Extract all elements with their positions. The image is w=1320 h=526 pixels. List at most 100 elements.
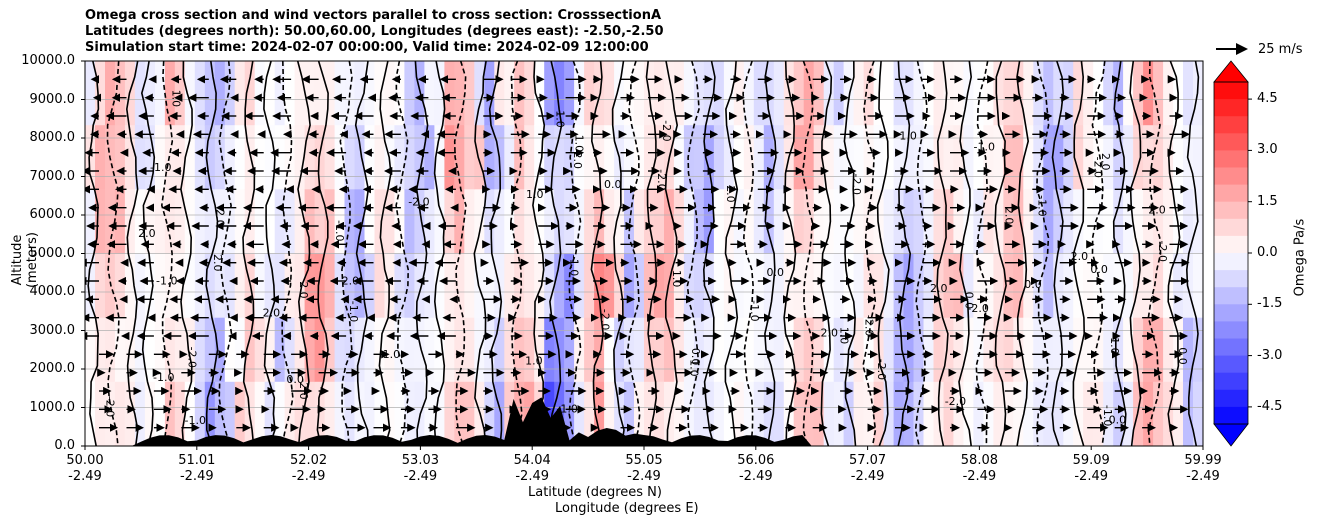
contour-line [510,61,523,446]
contour-line [975,61,989,446]
omega-cell [294,125,306,190]
omega-cell [1193,317,1203,383]
omega-cell [594,189,605,255]
omega-cell [883,317,895,383]
omega-cell [683,125,695,190]
omega-cell [194,61,206,126]
omega-cell [474,125,485,190]
omega-cell [464,189,475,255]
contour-line [568,61,582,446]
omega-cell [1123,189,1134,255]
x-tick-lat: 59.99 [1184,453,1222,468]
omega-cell [1073,317,1084,383]
omega-cell [1103,125,1114,190]
omega-cell [1023,189,1034,255]
contour-line [473,61,488,446]
omega-cell [1113,125,1124,190]
colorbar-level [1214,235,1248,254]
omega-cell [1063,381,1074,446]
omega-cell [254,253,266,319]
omega-cell [903,189,915,255]
omega-cell [524,317,535,383]
omega-cell [554,61,565,126]
x-tick-lon: -2.49 [515,469,549,484]
x-tick-lon: -2.49 [1186,469,1220,484]
contour-line [1129,61,1142,446]
omega-cell [1063,189,1074,255]
omega-cell [314,317,326,383]
omega-cell [933,253,945,319]
omega-cell [134,381,146,446]
omega-cell [833,253,845,319]
omega-cell [1043,381,1054,446]
contour-line [205,61,219,446]
omega-cell [753,61,765,126]
omega-cell [1033,317,1044,383]
omega-cell [204,317,216,383]
omega-cell [1003,189,1014,255]
omega-cell [254,381,266,446]
omega-cell [634,61,645,126]
omega-cell [434,381,445,446]
omega-cell [1183,317,1194,383]
contour-line [1091,61,1106,446]
terrain-silhouette [85,397,1203,446]
omega-cell [394,381,405,446]
omega-cell [264,381,276,446]
omega-cell [95,189,106,255]
omega-cell [813,189,825,255]
omega-cell [124,253,136,319]
contour-label: 1.0 [526,188,544,201]
omega-cell [1133,381,1144,446]
omega-cell [1003,381,1014,446]
omega-cell [923,253,935,319]
omega-cell [683,61,695,126]
contour-label: -2.0 [660,120,673,141]
omega-cell [813,317,825,383]
omega-cell [963,61,974,126]
omega-cell [254,317,266,383]
omega-cell [863,189,875,255]
omega-cell [164,381,176,446]
omega-cell [803,381,815,446]
omega-cell [813,125,825,190]
omega-cell [993,381,1004,446]
omega-cell [564,253,575,319]
omega-cell [404,253,415,319]
contour-line [590,61,604,446]
omega-cell [654,61,665,126]
omega-cell [1133,125,1144,190]
omega-cell [1123,125,1134,190]
colorbar-tick-label: 4.5 [1257,91,1278,107]
x-tick-label: 51.01 -2.49 [162,453,232,485]
omega-cell [434,189,445,255]
omega-cell [354,125,366,190]
omega-cell [374,189,386,255]
omega-cell [1103,189,1114,255]
omega-cell [85,125,96,190]
omega-cell [494,189,505,255]
colorbar-level [1214,218,1248,237]
omega-cell [703,61,715,126]
contour-line [296,61,311,446]
omega-cell [664,381,675,446]
contour-label: 1.0 [573,135,586,153]
x-tick-label: 52.02 -2.49 [274,453,344,485]
x-tick-lat: 58.08 [960,453,998,468]
omega-cell [524,189,535,255]
omega-cell [673,61,685,126]
omega-cell [374,125,386,190]
omega-cell [154,189,166,255]
omega-cell [224,61,236,126]
omega-cell [773,317,785,383]
colorbar-level [1214,406,1248,425]
omega-cell [314,189,326,255]
omega-cell [673,317,685,383]
omega-cell [903,61,915,126]
contour-line [1147,61,1162,446]
contour-line [140,61,156,446]
omega-cell [673,189,685,255]
omega-cell [184,317,196,383]
x-tick-lat: 50.00 [66,453,104,468]
omega-cell [1083,381,1094,446]
